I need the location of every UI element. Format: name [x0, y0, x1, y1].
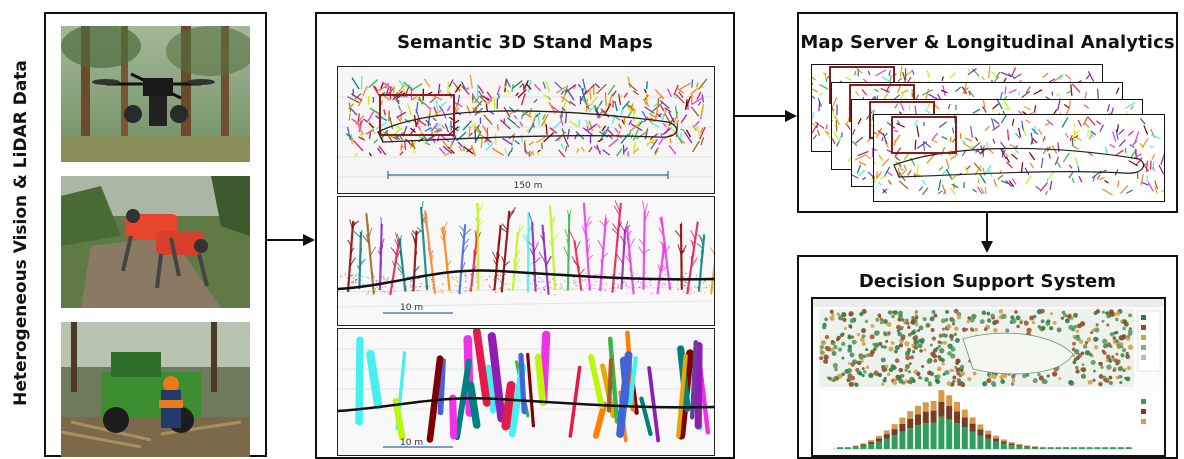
- decision-support-box: Decision Support System: [797, 255, 1178, 459]
- stand-map-segmented-trees: 10 m: [337, 196, 715, 326]
- data-sources-label: Heterogeneous Vision & LiDAR Data: [11, 59, 31, 406]
- scale-bar-10m-bottom: 10 m: [400, 438, 423, 448]
- dss-title: Decision Support System: [858, 271, 1117, 292]
- harvester-photo: [61, 322, 250, 457]
- legged-robot-photo: [61, 176, 250, 308]
- dss-tree-map: [819, 308, 1134, 388]
- scale-bar-150m: 150 m: [514, 181, 543, 191]
- dss-dashboard: [811, 297, 1166, 457]
- map-server-box: Map Server & Longitudinal Analytics: [797, 12, 1178, 213]
- drone-photo: [61, 26, 250, 162]
- semantic-maps-box: Semantic 3D Stand Maps 150 m: [315, 12, 735, 459]
- dss-histogram-legend: [1141, 399, 1146, 424]
- arrow-sources-to-maps: [267, 234, 315, 246]
- map-version-card: [873, 114, 1165, 202]
- dss-histogram: [837, 390, 1132, 449]
- dss-map-legend: [1137, 310, 1161, 372]
- segmented-tree-cloud: [340, 200, 714, 296]
- scale-bar-10m-mid: 10 m: [400, 303, 423, 313]
- semantic-maps-title: Semantic 3D Stand Maps: [397, 32, 653, 53]
- map-server-title: Map Server & Longitudinal Analytics: [800, 32, 1175, 53]
- stand-map-overview: 150 m: [337, 66, 715, 194]
- arrow-server-to-dss: [981, 213, 993, 253]
- arrow-maps-to-server: [735, 110, 797, 122]
- left-vertical-label: Heterogeneous Vision & LiDAR Data: [8, 10, 34, 455]
- stand-map-stem-cylinders: 10 m: [337, 328, 715, 456]
- data-sources-box: [44, 12, 267, 457]
